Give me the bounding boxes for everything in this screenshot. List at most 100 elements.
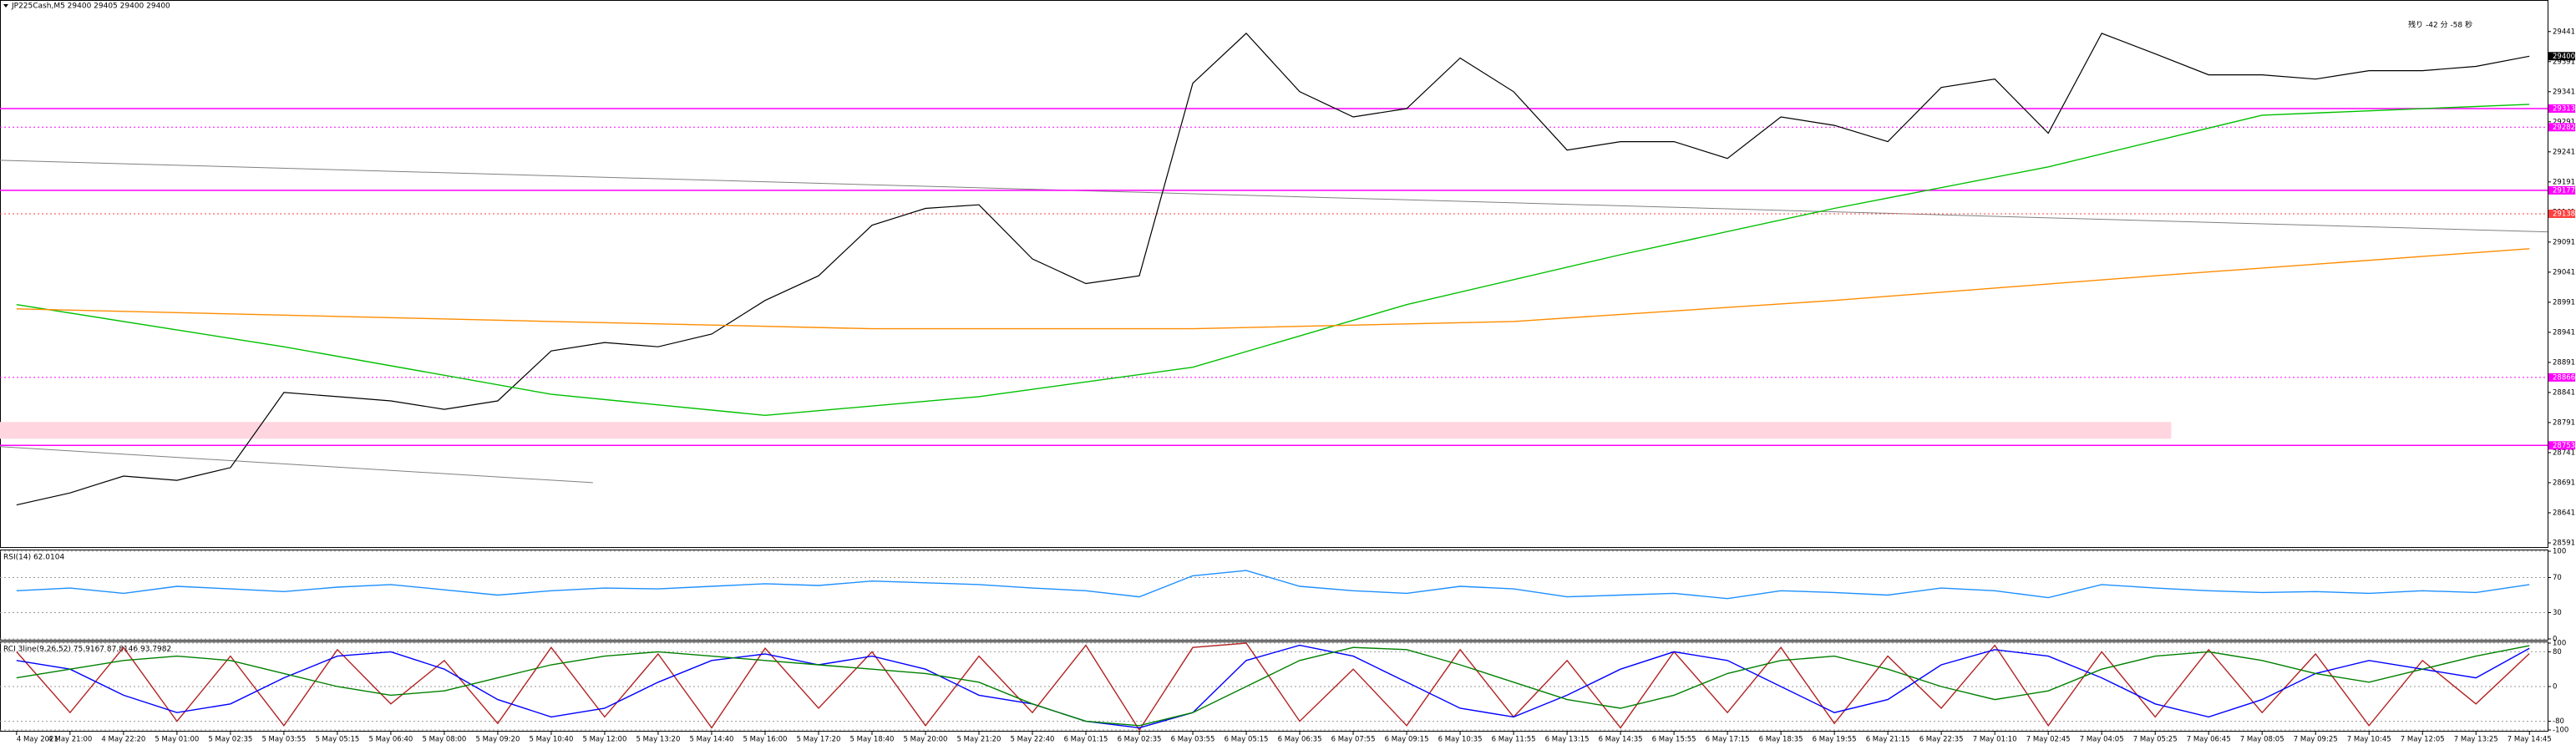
y-tick-label: 29441 xyxy=(2553,28,2575,36)
x-tick-label: 6 May 01:15 xyxy=(1064,736,1108,744)
x-tick-label: 6 May 15:55 xyxy=(1652,736,1696,744)
level-label-box xyxy=(2548,123,2575,132)
x-tick-label: 7 May 05:25 xyxy=(2133,736,2178,744)
series-line xyxy=(16,33,2530,506)
y-tick-label: -100 xyxy=(2553,727,2568,735)
x-tick-label: 7 May 13:25 xyxy=(2454,736,2498,744)
level-label: 28753 xyxy=(2553,442,2575,450)
x-tick-label: 6 May 09:15 xyxy=(1385,736,1429,744)
menu-arrow xyxy=(3,4,8,8)
x-tick-label: 5 May 18:40 xyxy=(850,736,895,744)
y-tick-label: 29191 xyxy=(2553,178,2575,186)
x-tick-label: 5 May 06:40 xyxy=(368,736,413,744)
x-tick-label: 6 May 17:15 xyxy=(1706,736,1750,744)
x-tick-label: 5 May 22:40 xyxy=(1011,736,1055,744)
x-tick-label: 4 May 21:00 xyxy=(48,736,92,744)
y-tick-label: 28841 xyxy=(2553,388,2575,397)
x-tick-label: 7 May 04:05 xyxy=(2080,736,2124,744)
y-tick-label: 29241 xyxy=(2553,148,2575,156)
x-tick-label: 5 May 03:55 xyxy=(261,736,306,744)
y-tick-label: 29291 xyxy=(2553,118,2575,126)
x-tick-label: 5 May 21:20 xyxy=(957,736,1001,744)
countdown: 残り -42 分 -58 秒 xyxy=(2408,20,2472,30)
panel-title: JP225Cash,M5 29400 29405 29400 29400 xyxy=(11,3,170,11)
rsi-panel-frame xyxy=(0,550,2548,641)
y-tick-label: 29041 xyxy=(2553,268,2575,276)
x-tick-label: 6 May 19:55 xyxy=(1813,736,1857,744)
panel-title: RSI(14) 62.0104 xyxy=(3,554,64,562)
trend-line xyxy=(0,446,593,484)
zone-band xyxy=(0,422,2172,439)
series-line xyxy=(16,104,2530,417)
x-tick-label: 5 May 05:15 xyxy=(315,736,359,744)
y-tick-label: 28591 xyxy=(2553,539,2575,547)
level-label-box xyxy=(2548,441,2575,450)
x-tick-label: 7 May 01:10 xyxy=(1973,736,2017,744)
x-tick-label: 4 May 2021 xyxy=(17,736,58,744)
x-tick-label: 6 May 02:35 xyxy=(1118,736,1162,744)
main-panel-frame xyxy=(0,0,2548,548)
level-label-box xyxy=(2548,104,2575,113)
x-tick-label: 5 May 17:20 xyxy=(797,736,841,744)
y-tick-label: 80 xyxy=(2553,648,2562,656)
series-line xyxy=(16,644,2530,729)
x-tick-label: 6 May 07:55 xyxy=(1331,736,1376,744)
level-label: 29282 xyxy=(2553,124,2575,132)
y-tick-label: 28991 xyxy=(2553,298,2575,307)
series-line xyxy=(16,570,2530,600)
x-tick-label: 5 May 02:35 xyxy=(208,736,252,744)
x-tick-label: 5 May 16:00 xyxy=(743,736,788,744)
x-tick-label: 6 May 11:55 xyxy=(1492,736,1536,744)
x-tick-label: 6 May 13:15 xyxy=(1545,736,1590,744)
x-tick-label: 5 May 13:20 xyxy=(636,736,680,744)
level-label-box xyxy=(2548,185,2575,195)
plot-layer: JP225Cash,M5 29400 29405 29400 29400 2944… xyxy=(0,3,2575,744)
x-tick-label: 6 May 03:55 xyxy=(1171,736,1215,744)
x-tick-label: 6 May 14:35 xyxy=(1599,736,1643,744)
y-tick-label: 28691 xyxy=(2553,479,2575,487)
x-tick-label: 6 May 21:15 xyxy=(1866,736,1910,744)
x-tick-label: 5 May 12:00 xyxy=(582,736,626,744)
x-tick-label: 6 May 06:35 xyxy=(1278,736,1322,744)
x-tick-label: 5 May 20:00 xyxy=(904,736,948,744)
y-tick-label: 28941 xyxy=(2553,328,2575,337)
y-tick-label: 28741 xyxy=(2553,449,2575,457)
x-tick-label: 5 May 08:00 xyxy=(422,736,466,744)
y-tick-label: 29391 xyxy=(2553,58,2575,66)
x-tick-label: 5 May 14:40 xyxy=(690,736,734,744)
x-tick-label: 6 May 22:35 xyxy=(1919,736,1964,744)
x-tick-label: 6 May 05:15 xyxy=(1225,736,1269,744)
current-price: 29400 xyxy=(2553,53,2575,61)
x-tick-label: 7 May 02:45 xyxy=(2026,736,2071,744)
level-label: 28866 xyxy=(2553,373,2575,382)
panel-title: RCI 3line(9,26,52) 75.9167 87.8146 93.79… xyxy=(3,646,171,654)
x-tick-label: 7 May 14:45 xyxy=(2508,736,2552,744)
series-line xyxy=(16,645,2530,727)
y-tick-label: 100 xyxy=(2553,640,2566,648)
y-tick-label: 0 xyxy=(2553,683,2557,692)
x-tick-label: 5 May 01:00 xyxy=(155,736,199,744)
y-tick-label: 29341 xyxy=(2553,88,2575,96)
y-tick-label: 28891 xyxy=(2553,358,2575,367)
level-label-box xyxy=(2548,372,2575,382)
level-label: 29177 xyxy=(2553,186,2575,195)
level-label: 29138 xyxy=(2553,210,2575,218)
series-line xyxy=(16,248,2530,330)
y-tick-label: 29091 xyxy=(2553,238,2575,246)
x-tick-label: 5 May 10:40 xyxy=(529,736,573,744)
x-tick-label: 7 May 08:05 xyxy=(2240,736,2284,744)
x-tick-label: 5 May 09:20 xyxy=(475,736,520,744)
level-label: 29313 xyxy=(2553,104,2575,113)
x-tick-label: 7 May 06:45 xyxy=(2187,736,2231,744)
level-label-box xyxy=(2548,209,2575,218)
y-tick-label: 30 xyxy=(2553,609,2562,617)
y-tick-label: 100 xyxy=(2553,548,2566,556)
series-line xyxy=(16,642,2530,732)
y-tick-label: -80 xyxy=(2553,717,2564,726)
x-tick-label: 6 May 10:35 xyxy=(1438,736,1483,744)
y-tick-label: 28641 xyxy=(2553,509,2575,517)
trend-line xyxy=(0,160,2548,233)
x-tick-label: 7 May 09:25 xyxy=(2294,736,2338,744)
